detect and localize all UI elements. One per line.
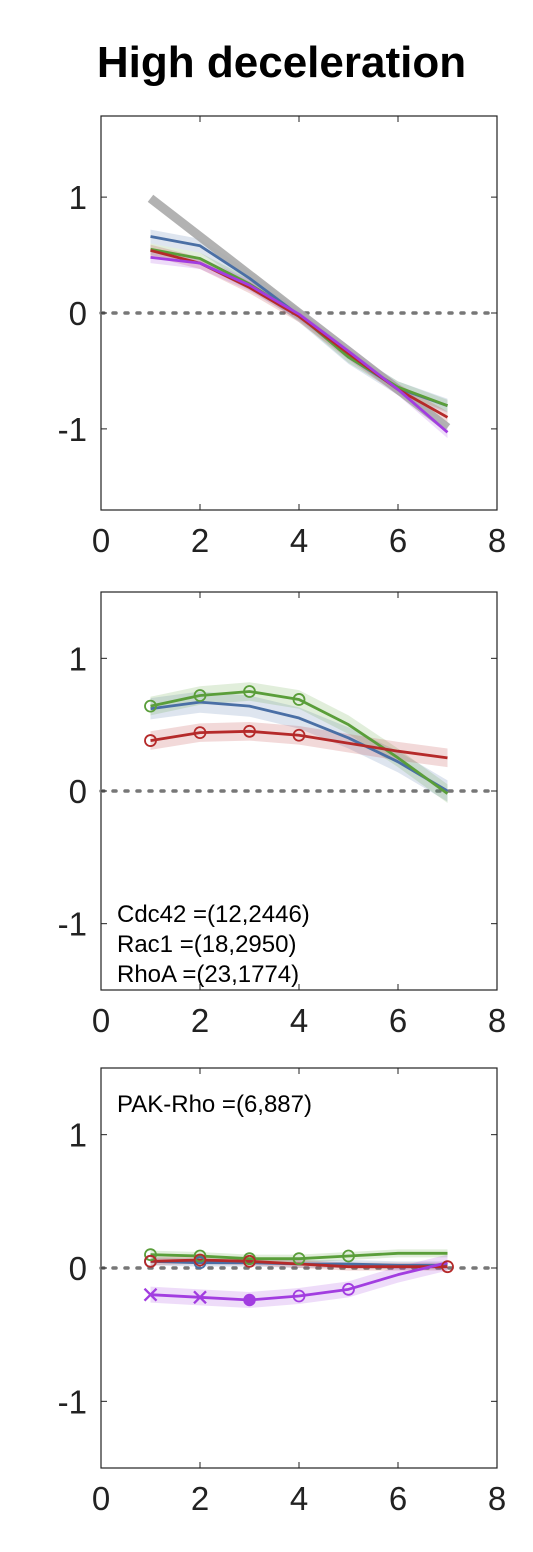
marker-circle-green: [144, 1248, 157, 1262]
axes-box: [100, 591, 498, 991]
marker-circle-green: [193, 1249, 207, 1263]
marker-circle-red: [144, 734, 157, 747]
marker-circle-green: [292, 1252, 306, 1266]
series-line-green: [150, 690, 449, 795]
marker-dot-purple: [243, 1293, 256, 1307]
annotation-text: PAK-Rho =(6,887): [117, 1091, 312, 1118]
series-line-blue: [150, 700, 449, 793]
marker-x-purple: [143, 1287, 158, 1302]
marker-circle-green: [193, 689, 207, 702]
confidence-band-purple: [150, 1254, 448, 1308]
marker-circle-green: [292, 693, 306, 706]
marker-circle-red: [243, 724, 256, 738]
y-tick-label: 1: [69, 179, 87, 216]
series-line-green: [150, 1251, 448, 1261]
y-tick-label: -1: [58, 411, 87, 448]
y-tick-label: 0: [69, 773, 87, 810]
x-tick-label: 4: [290, 522, 308, 559]
marker-circle-red: [292, 728, 306, 742]
x-tick-label: 6: [389, 1480, 407, 1517]
x-tick-label: 2: [191, 522, 209, 559]
y-tick-label: -1: [58, 1383, 87, 1420]
x-tick-label: 8: [488, 1002, 506, 1039]
x-tick-label: 2: [191, 1002, 209, 1039]
marker-circle-red: [193, 726, 207, 740]
series-line-red: [150, 729, 448, 760]
marker-x-stroke: [143, 1287, 158, 1302]
x-tick-label: 4: [290, 1480, 308, 1517]
x-tick-label: 0: [92, 522, 110, 559]
y-tick-label: 1: [69, 640, 87, 677]
y-tick-label: 1: [69, 1117, 87, 1154]
marker-circle-red: [243, 1254, 256, 1268]
marker-circle-purple: [292, 1289, 306, 1303]
x-tick-label: 8: [488, 1480, 506, 1517]
annotation-text: Cdc42 =(12,2446): [117, 901, 310, 928]
confidence-band-blue: [150, 691, 448, 802]
x-tick-label: 8: [488, 522, 506, 559]
marker-circle-green: [144, 699, 157, 713]
x-tick-label: 6: [389, 522, 407, 559]
marker-x-stroke: [193, 1290, 207, 1305]
figure-title: High deceleration: [96, 38, 467, 87]
annotation-text: RhoA =(23,1774): [117, 961, 299, 988]
annotation-text: Rac1 =(18,2950): [117, 931, 296, 958]
chart-panel-top: 0 2 4 6 810-1: [58, 115, 506, 559]
x-tick-label: 0: [92, 1002, 110, 1039]
marker-circle-red: [441, 1260, 454, 1274]
chart-panel-middle: 0 2 4 6 810-1 Cdc42 =(12,2446)Rac1 =(18,2950)…: [58, 591, 506, 1039]
x-tick-label: 0: [92, 1480, 110, 1517]
marker-circle-red: [144, 1254, 157, 1268]
series-line-purple: [150, 255, 449, 434]
y-tick-label: 0: [69, 295, 87, 332]
marker-circle-red: [193, 1253, 207, 1267]
marker-x-purple: [193, 1290, 207, 1305]
marker-circle-purple: [342, 1282, 355, 1296]
marker-circle-green: [243, 685, 256, 698]
marker-circle-green: [342, 1249, 355, 1263]
x-tick-label: 4: [290, 1002, 308, 1039]
x-tick-label: 6: [389, 1002, 407, 1039]
confidence-band-green: [150, 682, 448, 803]
x-tick-label: 2: [191, 1480, 209, 1517]
y-tick-label: -1: [58, 906, 87, 943]
y-tick-label: 0: [69, 1250, 87, 1287]
